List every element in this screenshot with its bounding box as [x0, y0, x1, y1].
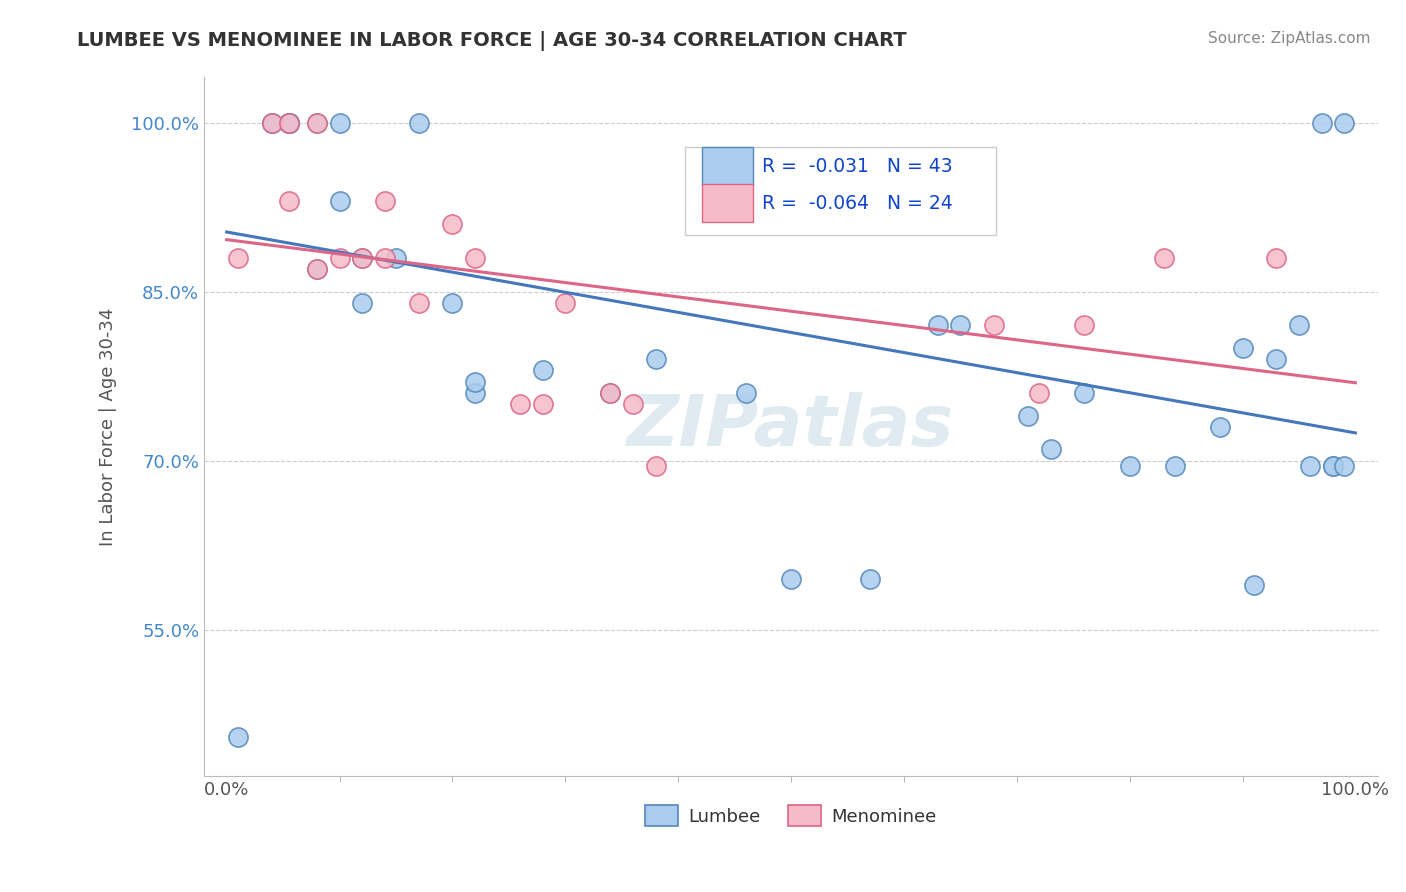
Point — [1265, 352, 1288, 367]
Point — [374, 194, 396, 209]
Point — [329, 251, 352, 265]
Point — [1073, 386, 1095, 401]
Text: LUMBEE VS MENOMINEE IN LABOR FORCE | AGE 30-34 CORRELATION CHART: LUMBEE VS MENOMINEE IN LABOR FORCE | AGE… — [77, 31, 907, 51]
Point — [599, 386, 621, 401]
Point — [1310, 115, 1333, 129]
FancyBboxPatch shape — [702, 147, 754, 185]
Point — [927, 318, 949, 333]
Y-axis label: In Labor Force | Age 30-34: In Labor Force | Age 30-34 — [100, 308, 117, 546]
Text: R =  -0.031   N = 43: R = -0.031 N = 43 — [762, 157, 952, 176]
Point — [531, 397, 554, 411]
Point — [780, 572, 803, 586]
Point — [277, 115, 299, 129]
Point — [464, 375, 486, 389]
Point — [735, 386, 758, 401]
Point — [352, 251, 374, 265]
Point — [983, 318, 1005, 333]
Point — [277, 115, 299, 129]
Point — [305, 262, 328, 277]
Text: Source: ZipAtlas.com: Source: ZipAtlas.com — [1208, 31, 1371, 46]
Point — [1333, 115, 1355, 129]
Point — [305, 115, 328, 129]
Point — [1265, 251, 1288, 265]
Point — [1232, 341, 1254, 355]
Point — [1164, 459, 1187, 474]
Point — [621, 397, 644, 411]
Point — [1073, 318, 1095, 333]
Point — [599, 386, 621, 401]
Point — [1243, 577, 1265, 591]
Point — [441, 217, 464, 231]
Point — [260, 115, 283, 129]
Point — [644, 352, 666, 367]
Point — [509, 397, 531, 411]
Point — [1028, 386, 1050, 401]
Point — [408, 115, 430, 129]
Point — [277, 115, 299, 129]
Point — [464, 251, 486, 265]
Point — [260, 115, 283, 129]
Legend: Lumbee, Menominee: Lumbee, Menominee — [638, 798, 943, 833]
Point — [305, 262, 328, 277]
Point — [329, 115, 352, 129]
Point — [464, 386, 486, 401]
FancyBboxPatch shape — [685, 147, 997, 235]
Point — [226, 251, 249, 265]
Point — [305, 115, 328, 129]
Point — [1017, 409, 1039, 423]
Point — [226, 730, 249, 744]
Point — [277, 194, 299, 209]
Point — [277, 115, 299, 129]
Point — [329, 194, 352, 209]
Point — [352, 296, 374, 310]
Point — [260, 115, 283, 129]
Point — [554, 296, 576, 310]
Point — [441, 296, 464, 310]
Point — [1322, 459, 1344, 474]
Point — [1153, 251, 1175, 265]
Point — [859, 572, 882, 586]
Point — [352, 251, 374, 265]
Point — [1039, 442, 1062, 457]
FancyBboxPatch shape — [702, 185, 754, 222]
Text: ZIPatlas: ZIPatlas — [627, 392, 955, 461]
Point — [1299, 459, 1322, 474]
Point — [277, 115, 299, 129]
Point — [1209, 419, 1232, 434]
Point — [644, 459, 666, 474]
Point — [374, 251, 396, 265]
Point — [408, 296, 430, 310]
Text: R =  -0.064   N = 24: R = -0.064 N = 24 — [762, 194, 952, 212]
Point — [1288, 318, 1310, 333]
Point — [1333, 459, 1355, 474]
Point — [949, 318, 972, 333]
Point — [1118, 459, 1140, 474]
Point — [1322, 459, 1344, 474]
Point — [531, 363, 554, 377]
Point — [385, 251, 408, 265]
Point — [277, 115, 299, 129]
